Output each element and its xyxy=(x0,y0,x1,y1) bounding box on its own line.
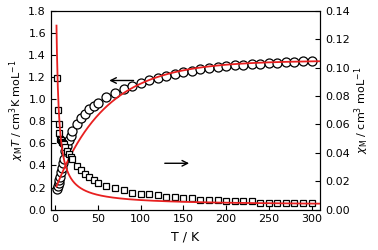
X-axis label: T / K: T / K xyxy=(172,230,200,243)
Y-axis label: $\chi_\mathrm{M}T$ / cm$^3$K moL$^{-1}$: $\chi_\mathrm{M}T$ / cm$^3$K moL$^{-1}$ xyxy=(7,60,26,161)
Y-axis label: $\chi_\mathrm{M}$ / cm$^3$ moL$^{-1}$: $\chi_\mathrm{M}$ / cm$^3$ moL$^{-1}$ xyxy=(352,66,371,154)
